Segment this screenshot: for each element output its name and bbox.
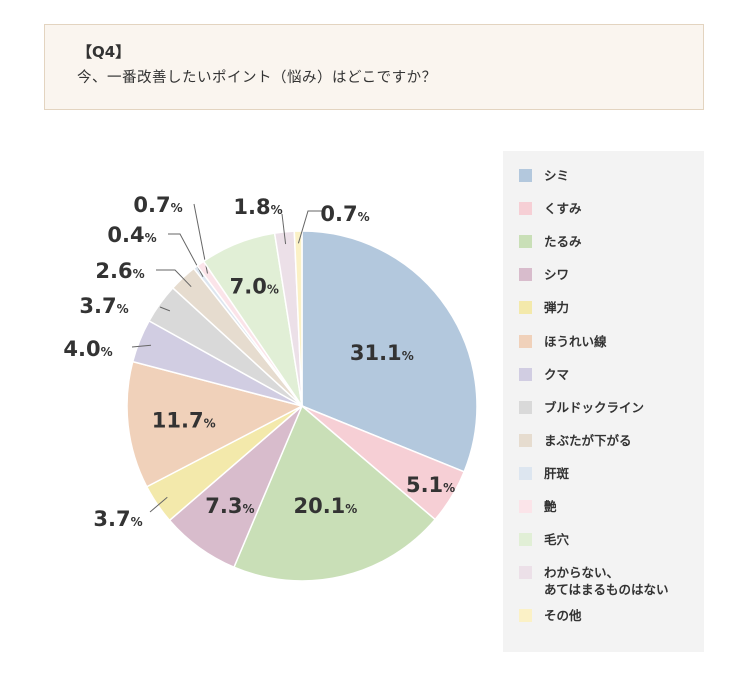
- data-label: 4.0%: [63, 337, 112, 361]
- legend-swatch: [519, 268, 532, 281]
- legend-label: 弾力: [544, 300, 570, 315]
- data-label: 5.1%: [406, 473, 455, 497]
- leader-line: [281, 213, 287, 245]
- leader-line: [297, 210, 324, 244]
- leader-line: [131, 344, 152, 348]
- legend-label: まぶたが下がる: [544, 433, 632, 448]
- question-number: 【Q4】: [77, 43, 131, 61]
- legend-label: シワ: [544, 267, 570, 282]
- legend-swatch: [519, 202, 532, 215]
- data-label: 3.7%: [79, 294, 128, 318]
- legend-label: 肝斑: [544, 466, 570, 481]
- legend-swatch: [519, 335, 532, 348]
- pie-slice: [126, 360, 305, 488]
- chart-legend: シミくすみたるみシワ弾力ほうれい線クマブルドックライン まぶたが下がる 肝斑艶毛穴わ…: [503, 151, 704, 652]
- legend-swatch: [519, 500, 532, 513]
- legend-swatch: [519, 467, 532, 480]
- legend-label: ほうれい線: [544, 334, 607, 349]
- data-label: 31.1%: [350, 341, 414, 365]
- leader-line: [168, 233, 204, 278]
- legend-swatch: [519, 434, 532, 447]
- leader-line: [149, 496, 168, 513]
- legend-swatch: [519, 533, 532, 546]
- legend-label: わからない、 あてはまるものはない: [544, 565, 669, 597]
- legend-label: シミ: [544, 168, 570, 183]
- question-text: 今、一番改善したいポイント（悩み）はどこですか？: [77, 70, 437, 86]
- legend-swatch: [519, 235, 532, 248]
- leader-line: [159, 306, 171, 312]
- data-label: 11.7%: [152, 408, 216, 432]
- data-label: 1.8%: [233, 195, 282, 219]
- legend-swatch: [519, 609, 532, 622]
- data-label: 3.7%: [93, 507, 142, 531]
- leader-line: [156, 269, 192, 288]
- data-label: 7.0%: [230, 275, 279, 299]
- data-label: 20.1%: [293, 494, 357, 518]
- legend-swatch: [519, 301, 532, 314]
- legend-label: 艶: [544, 499, 557, 514]
- data-label: 7.3%: [205, 494, 254, 518]
- legend-label: ブルドックライン: [544, 400, 645, 415]
- legend-label: 毛穴: [544, 532, 570, 547]
- legend-label: くすみ: [544, 201, 582, 216]
- legend-label: クマ: [544, 367, 570, 382]
- data-label: 0.7%: [133, 193, 182, 217]
- legend-swatch: [519, 169, 532, 182]
- legend-swatch: [519, 401, 532, 414]
- legend-label: その他: [544, 608, 582, 623]
- pie-slice: [301, 230, 478, 473]
- data-label: 0.4%: [107, 223, 156, 247]
- legend-swatch: [519, 566, 532, 579]
- question-box: 【Q4】 今、一番改善したいポイント（悩み）はどこですか？: [44, 24, 704, 110]
- data-label: 0.7%: [320, 202, 369, 226]
- legend-swatch: [519, 368, 532, 381]
- data-label: 2.6%: [95, 259, 144, 283]
- legend-label: たるみ: [544, 234, 582, 249]
